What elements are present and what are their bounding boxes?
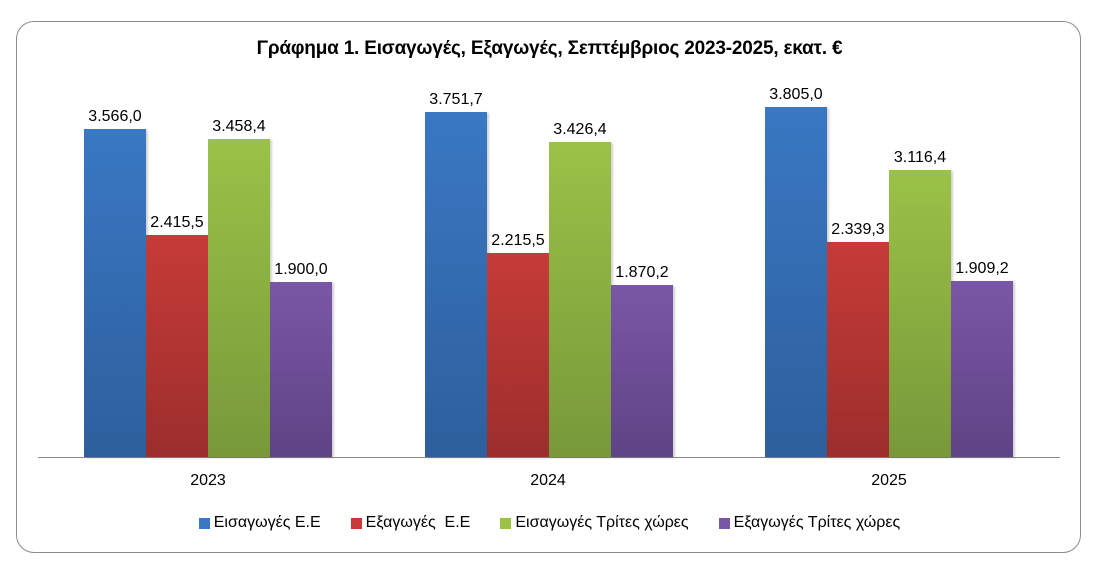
- legend-item-third-exports: Εξαγωγές Τρίτες χώρες: [718, 514, 901, 532]
- chart-title: Γράφημα 1. Εισαγωγές, Εξαγωγές, Σεπτέμβρ…: [256, 38, 843, 59]
- data-label: 2.215,5: [491, 232, 545, 250]
- data-label: 2.415,5: [150, 213, 204, 231]
- legend-swatch-icon: [718, 517, 730, 529]
- bar: [827, 241, 889, 457]
- bar: [889, 170, 951, 457]
- data-label: 3.805,0: [769, 86, 823, 104]
- bar: [146, 234, 208, 457]
- legend-swatch-icon: [350, 517, 362, 529]
- bar: [425, 111, 487, 457]
- bar: [611, 284, 673, 457]
- data-label: 2.339,3: [831, 220, 885, 238]
- legend-label: Εξαγωγές Τρίτες χώρες: [733, 514, 901, 531]
- data-label: 3.751,7: [429, 90, 483, 108]
- data-label: 3.566,0: [88, 108, 142, 125]
- data-label: 1.870,2: [615, 263, 669, 281]
- category-label-2024: 2024: [530, 472, 566, 489]
- legend-item-third-imports: Εισαγωγές Τρίτες χώρες: [500, 514, 689, 532]
- legend-swatch-icon: [198, 517, 210, 529]
- legend-item-eu-imports: Εισαγωγές Ε.Ε: [198, 514, 321, 532]
- bar: [270, 282, 332, 457]
- legend-item-eu-exports: Εξαγωγές Ε.Ε: [350, 514, 471, 532]
- bar: [549, 141, 611, 457]
- x-axis-line: [38, 457, 1060, 458]
- legend-swatch-icon: [500, 517, 512, 529]
- bar: [487, 253, 549, 457]
- legend-label: Εξαγωγές Ε.Ε: [365, 514, 471, 531]
- data-label: 3.116,4: [893, 149, 947, 167]
- legend-label: Εισαγωγές Ε.Ε: [213, 514, 321, 531]
- bar: [84, 129, 146, 457]
- data-label: 1.900,0: [274, 261, 328, 279]
- data-label: 3.426,4: [553, 120, 607, 138]
- legend-label: Εισαγωγές Τρίτες χώρες: [515, 514, 689, 531]
- category-label-2025: 2025: [871, 472, 907, 489]
- bar: [951, 281, 1013, 457]
- bar: [208, 138, 270, 457]
- legend: Εισαγωγές Ε.Ε Εξαγωγές Ε.Ε Εισαγωγές Τρί…: [0, 514, 1099, 532]
- data-label: 1.909,2: [955, 260, 1009, 278]
- data-label: 3.458,4: [212, 117, 266, 135]
- category-label-2023: 2023: [190, 472, 226, 489]
- bar: [765, 107, 827, 457]
